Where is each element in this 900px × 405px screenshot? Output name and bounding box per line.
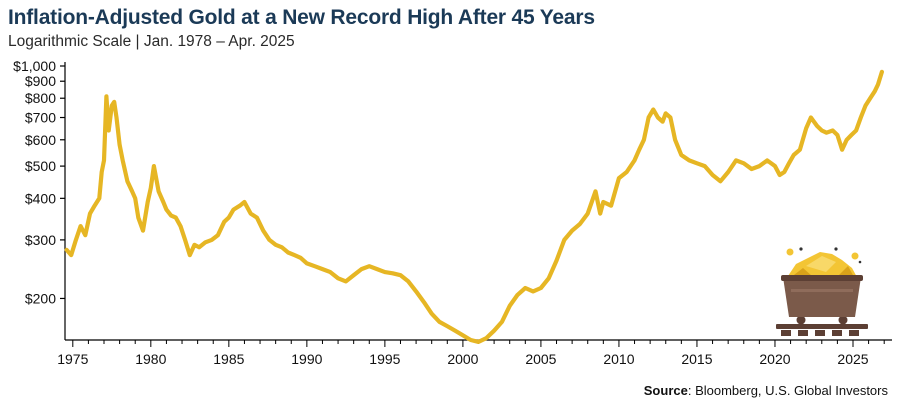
y-tick-label: $400 xyxy=(25,190,56,206)
y-tick-label: $700 xyxy=(25,110,56,126)
y-tick-label: $200 xyxy=(25,290,56,306)
source-text: : Bloomberg, U.S. Global Investors xyxy=(687,383,888,398)
x-tick-label: 2005 xyxy=(525,351,556,367)
y-axis: $200 $300 $400 $500 $600 $700 $800$900$1,000 xyxy=(13,58,66,340)
gold-price-line xyxy=(64,69,884,344)
x-tick-label: 1975 xyxy=(57,351,88,367)
source-note: Source: Bloomberg, U.S. Global Investors xyxy=(644,383,888,398)
x-tick-label: 2020 xyxy=(759,351,790,367)
y-tick-label: $600 xyxy=(25,132,56,148)
source-label: Source xyxy=(643,383,688,398)
y-tick-label: $300 xyxy=(25,232,56,248)
chart-title: Inflation-Adjusted Gold at a New Record … xyxy=(8,6,595,29)
x-tick-label: 1980 xyxy=(135,351,166,367)
y-tick-label: $800 xyxy=(25,90,56,106)
y-tick-label: $900 xyxy=(25,73,56,89)
x-axis: 1975 1980 1985 1990 1995 2000 2005 2010 2015 2020… xyxy=(57,339,892,367)
x-tick-label: 1990 xyxy=(291,351,322,367)
x-tick-label: 2025 xyxy=(837,351,868,367)
x-tick-label: 2010 xyxy=(603,351,634,367)
x-tick-label: 1995 xyxy=(369,351,400,367)
chart-subtitle: Logarithmic Scale | Jan. 1978 – Apr. 202… xyxy=(8,33,295,50)
x-tick-label: 2015 xyxy=(681,351,712,367)
y-tick-label: $1,000 xyxy=(13,58,56,74)
y-tick-label: $500 xyxy=(25,158,56,174)
mine-cart-icon xyxy=(776,247,868,336)
x-tick-label: 1985 xyxy=(213,351,244,367)
x-tick-label: 2000 xyxy=(447,351,478,367)
